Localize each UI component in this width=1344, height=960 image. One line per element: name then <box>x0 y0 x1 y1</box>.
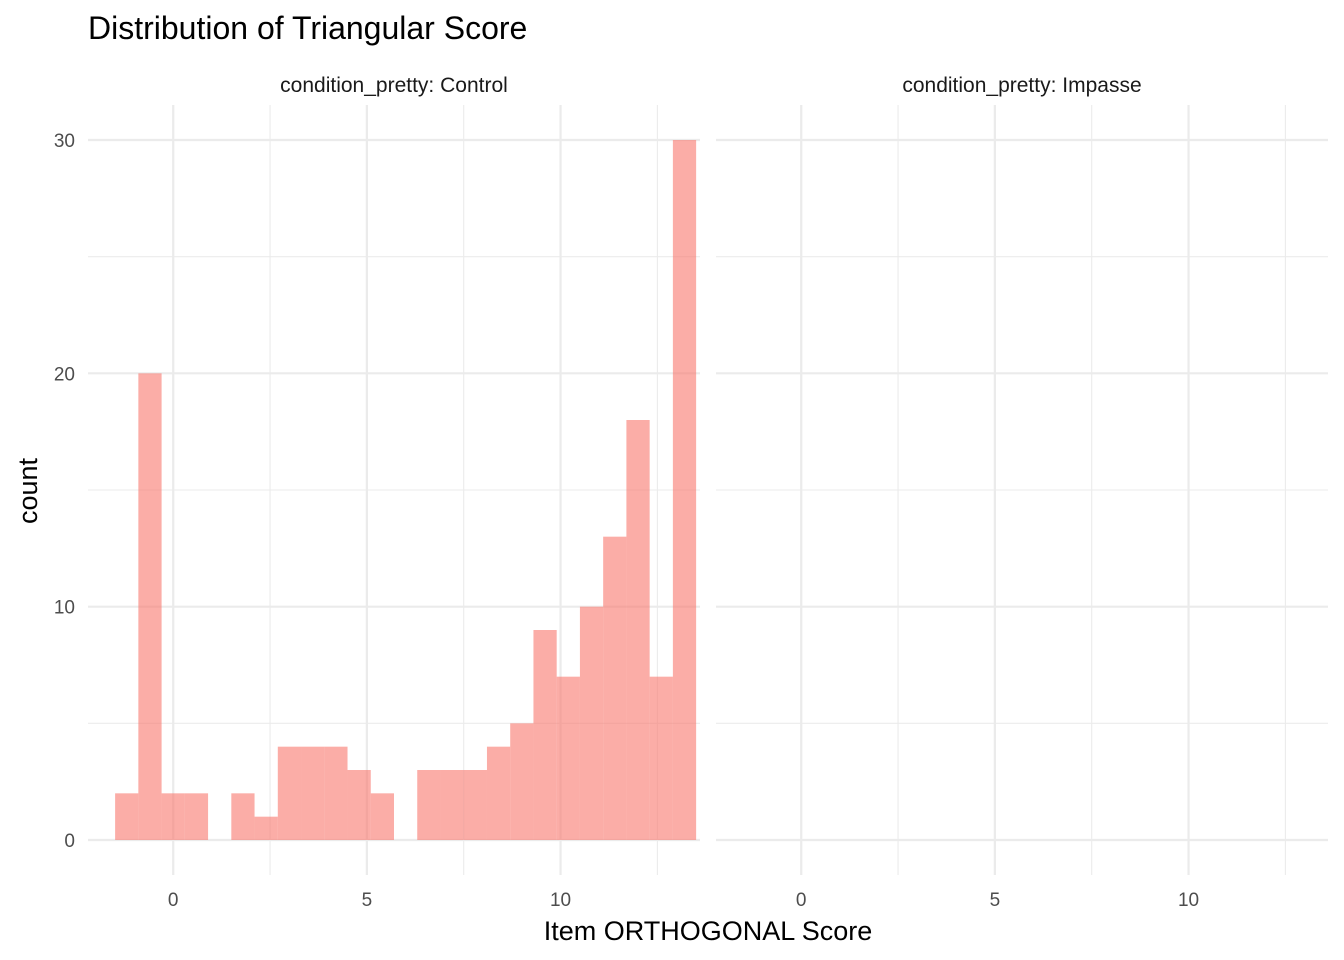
y-tick-label: 10 <box>54 598 75 619</box>
histogram-bar <box>184 793 209 840</box>
histogram-bar <box>440 770 464 840</box>
histogram-bar <box>254 816 278 840</box>
histogram-bar <box>115 793 139 840</box>
panel-impasse-grid <box>716 105 1328 875</box>
histogram-bar <box>603 536 627 840</box>
histogram-bar <box>138 373 162 840</box>
panel-control: condition_pretty: Control 0 5 10 <box>88 74 700 911</box>
x-tick-label-impasse: 0 <box>796 890 807 911</box>
y-tick-label: 20 <box>54 364 75 385</box>
histogram-bar <box>161 793 185 840</box>
histogram-bar <box>510 723 534 840</box>
histogram-bar <box>649 676 673 840</box>
x-tick-label-control: 0 <box>168 890 179 911</box>
panel-impasse-x-ticks: 0 5 10 <box>796 890 1199 911</box>
x-axis-title: Item ORTHOGONAL Score <box>544 916 873 946</box>
histogram-bar <box>301 746 325 840</box>
histogram-bar <box>626 420 650 840</box>
x-tick-label-impasse: 5 <box>990 890 1001 911</box>
histogram-bar <box>347 770 371 840</box>
histogram-bar <box>277 746 302 840</box>
x-tick-label-control: 5 <box>362 890 373 911</box>
y-axis-ticks: 0 10 20 30 <box>54 131 75 852</box>
histogram-bar <box>556 676 580 840</box>
panel-impasse-strip-label: condition_pretty: Impasse <box>902 74 1141 97</box>
histogram-bar <box>417 770 441 840</box>
y-tick-label: 30 <box>54 131 75 152</box>
panel-control-bars <box>115 140 697 840</box>
panel-control-x-ticks: 0 5 10 <box>168 890 571 911</box>
histogram-bar <box>324 746 348 840</box>
histogram-bar <box>486 746 511 840</box>
histogram-bar <box>672 140 697 840</box>
chart-title: Distribution of Triangular Score <box>88 10 527 46</box>
x-tick-label-control: 10 <box>550 890 571 911</box>
histogram-bar <box>231 793 255 840</box>
panel-impasse: condition_pretty: Impasse 0 5 10 <box>716 74 1328 911</box>
histogram-bar <box>579 606 604 840</box>
x-tick-label-impasse: 10 <box>1178 890 1199 911</box>
y-tick-label: 0 <box>64 831 75 852</box>
panel-control-strip-label: condition_pretty: Control <box>280 74 508 97</box>
histogram-bar <box>463 770 487 840</box>
histogram-bar <box>370 793 394 840</box>
histogram-bar <box>533 630 557 840</box>
y-axis-title: count <box>13 457 43 524</box>
